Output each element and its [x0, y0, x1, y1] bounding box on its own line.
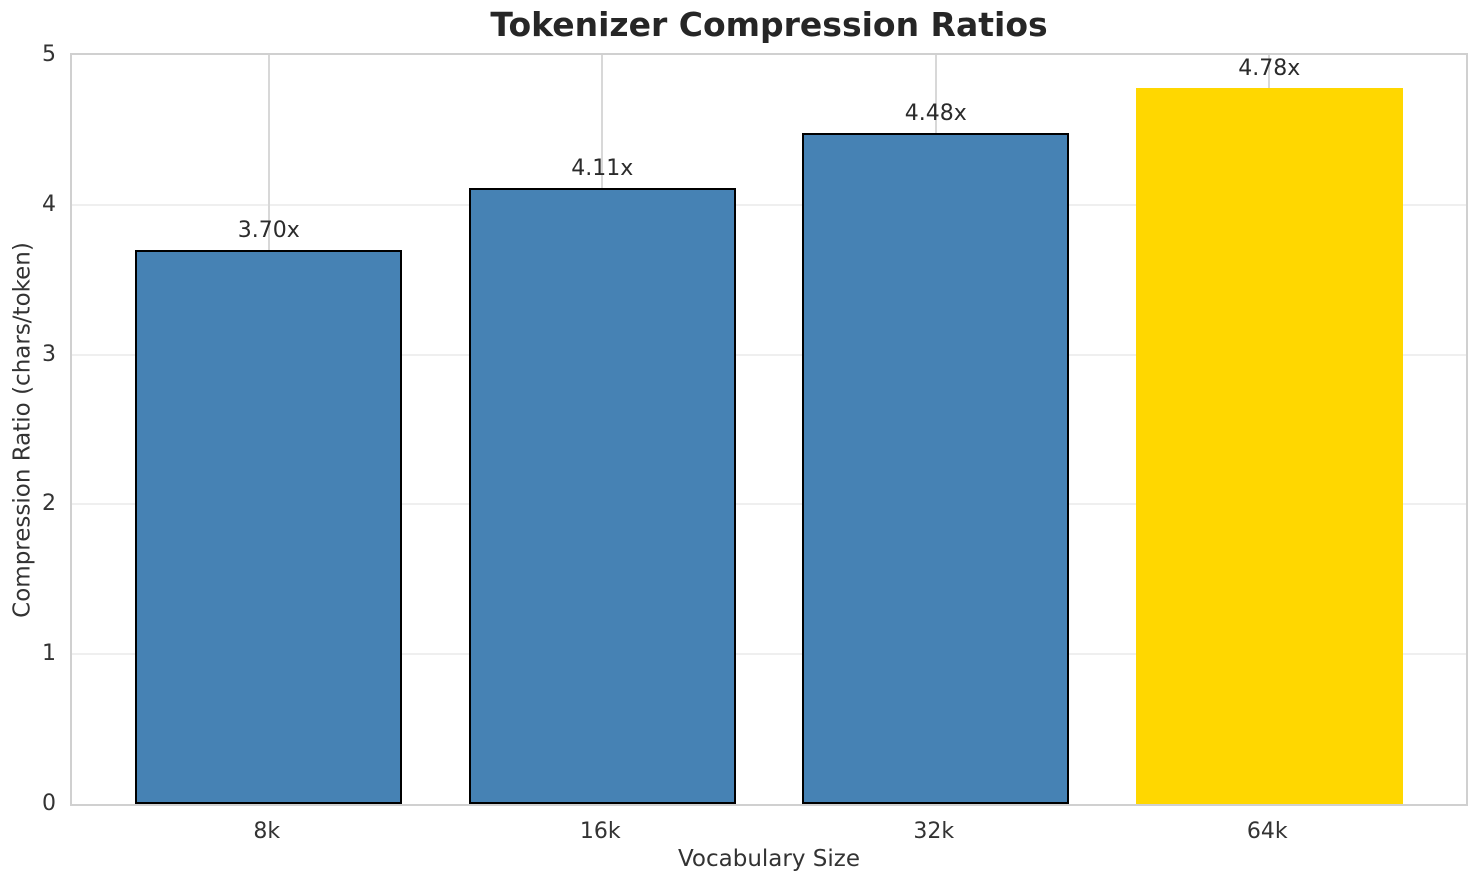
y-axis-label: Compression Ratio (chars/token): [9, 242, 36, 618]
bar-value-label: 4.11x: [571, 156, 634, 182]
x-tick-label: 32k: [913, 819, 955, 844]
x-tick-label: 64k: [1246, 819, 1288, 844]
chart-title: Tokenizer Compression Ratios: [490, 5, 1048, 44]
plot-area: 3.70x 4.11x 4.48x 4.78x: [70, 53, 1468, 806]
bar-64k: [1135, 87, 1403, 804]
x-tick-label: 8k: [253, 819, 281, 844]
h-gridline: [72, 503, 1466, 506]
x-axis-label: Vocabulary Size: [677, 846, 860, 872]
h-gridline: [72, 653, 1466, 656]
y-tick-label: 4: [42, 191, 56, 217]
bar-16k: [468, 188, 736, 804]
y-tick-label: 1: [42, 641, 56, 667]
bar-value-label: 4.48x: [904, 100, 967, 126]
bar-32k: [802, 132, 1070, 804]
bar-value-label: 4.78x: [1238, 55, 1301, 81]
h-gridline: [72, 353, 1466, 356]
bar-8k: [135, 249, 403, 804]
y-tick-label: 3: [42, 341, 56, 367]
y-tick-label: 0: [42, 791, 56, 816]
y-tick-label: 5: [42, 42, 56, 67]
h-gridline: [72, 203, 1466, 206]
y-tick-label: 2: [42, 491, 56, 517]
bar-value-label: 3.70x: [237, 217, 300, 243]
x-tick-label: 16k: [579, 819, 621, 844]
